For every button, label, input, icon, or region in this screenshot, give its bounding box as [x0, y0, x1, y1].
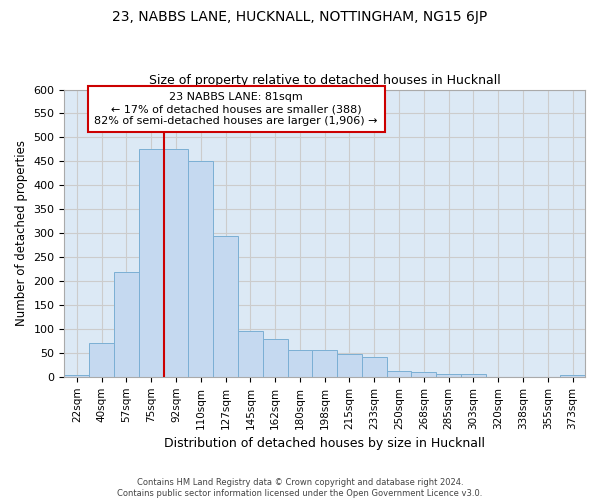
Bar [412, 372, 436, 377]
Bar [287, 350, 313, 377]
Text: 23 NABBS LANE: 81sqm
← 17% of detached houses are smaller (388)
82% of semi-deta: 23 NABBS LANE: 81sqm ← 17% of detached h… [94, 92, 378, 126]
Bar [337, 354, 362, 377]
Bar [313, 350, 337, 377]
Y-axis label: Number of detached properties: Number of detached properties [15, 140, 28, 326]
Bar [188, 162, 213, 377]
Bar [139, 150, 164, 377]
Text: Contains HM Land Registry data © Crown copyright and database right 2024.
Contai: Contains HM Land Registry data © Crown c… [118, 478, 482, 498]
Text: 23, NABBS LANE, HUCKNALL, NOTTINGHAM, NG15 6JP: 23, NABBS LANE, HUCKNALL, NOTTINGHAM, NG… [112, 10, 488, 24]
Bar [114, 272, 139, 377]
Title: Size of property relative to detached houses in Hucknall: Size of property relative to detached ho… [149, 74, 500, 87]
Bar [89, 344, 114, 377]
Bar [436, 374, 461, 377]
X-axis label: Distribution of detached houses by size in Hucknall: Distribution of detached houses by size … [164, 437, 485, 450]
Bar [213, 236, 238, 377]
Bar [362, 356, 386, 377]
Bar [164, 150, 188, 377]
Bar [386, 371, 412, 377]
Bar [461, 374, 486, 377]
Bar [238, 332, 263, 377]
Bar [64, 375, 89, 377]
Bar [263, 338, 287, 377]
Bar [560, 375, 585, 377]
